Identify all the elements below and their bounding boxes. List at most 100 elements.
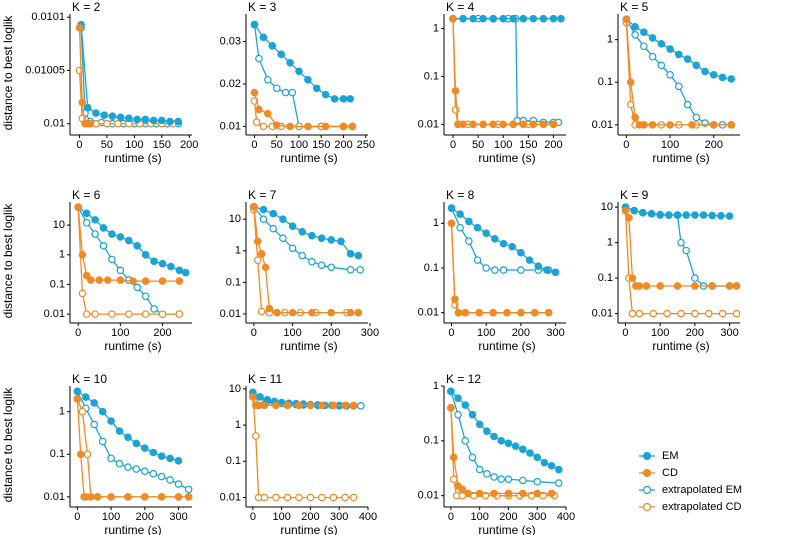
point — [250, 202, 258, 211]
point — [456, 223, 464, 232]
point — [456, 210, 464, 218]
x-tick-label: 0 — [75, 327, 81, 339]
point — [491, 266, 499, 274]
point — [250, 20, 259, 29]
point — [648, 34, 657, 42]
point — [479, 14, 487, 23]
y-tick-label: 0.1 — [424, 70, 439, 82]
x-axis-label: runtime (s) — [652, 339, 709, 353]
y-tick-label: 0.1 — [50, 448, 65, 460]
panel-title: K = 5 — [620, 0, 649, 14]
legend-label: CD — [662, 467, 678, 479]
point — [497, 475, 506, 483]
point — [539, 120, 548, 129]
point — [283, 493, 292, 502]
point — [469, 14, 477, 23]
point — [482, 229, 490, 238]
point — [656, 282, 664, 290]
x-tick-label: 100 — [494, 139, 512, 151]
point — [459, 14, 467, 23]
x-tick-label: 300 — [361, 327, 379, 339]
y-tick-label: 1 — [433, 380, 439, 392]
x-axis-label: runtime (s) — [652, 151, 709, 165]
point — [699, 211, 708, 219]
point — [341, 493, 349, 502]
x-tick-label: 300 — [720, 327, 738, 339]
point — [133, 242, 142, 250]
point — [482, 264, 490, 272]
x-tick-label: 100 — [477, 327, 495, 339]
point — [454, 394, 462, 402]
point — [264, 75, 272, 84]
x-tick-label: 250 — [357, 139, 375, 151]
point — [259, 122, 268, 131]
point — [257, 307, 266, 316]
point — [166, 476, 174, 484]
point — [461, 437, 470, 445]
point — [108, 310, 116, 318]
point — [272, 401, 280, 410]
point — [158, 277, 167, 285]
point — [489, 120, 497, 129]
point — [475, 308, 484, 317]
series-line — [450, 207, 549, 271]
point — [451, 106, 460, 114]
point — [691, 274, 699, 282]
point — [288, 308, 297, 317]
y-tick-label: 0.01 — [592, 307, 613, 319]
point — [175, 277, 184, 285]
point — [504, 489, 513, 498]
panel-title: K = 9 — [620, 188, 649, 202]
point — [666, 70, 674, 79]
panel-title: K = 4 — [446, 0, 475, 14]
point — [354, 251, 363, 260]
point — [308, 231, 316, 240]
y-tick-label: 0.1 — [424, 262, 439, 274]
point — [547, 462, 556, 470]
point — [692, 61, 701, 70]
point — [75, 24, 84, 32]
point — [354, 308, 363, 317]
series-line — [453, 17, 559, 124]
x-tick-label: 200 — [136, 511, 154, 523]
point — [157, 472, 166, 481]
x-axis-label: runtime (s) — [280, 523, 337, 535]
point — [648, 121, 657, 129]
x-tick-label: 200 — [544, 139, 562, 151]
point — [458, 485, 467, 494]
point — [447, 387, 455, 396]
point — [704, 309, 713, 318]
y-tick-label: 0.01 — [220, 491, 241, 503]
point — [732, 309, 741, 318]
y-tick-label: 10 — [601, 201, 613, 213]
point — [647, 210, 656, 218]
x-tick-label: 100 — [290, 139, 308, 151]
point — [709, 121, 718, 129]
point — [257, 250, 266, 258]
point — [78, 250, 87, 259]
series-line — [253, 206, 359, 314]
point — [447, 219, 456, 228]
point — [174, 457, 183, 465]
point — [339, 95, 348, 103]
point — [461, 308, 470, 317]
point — [682, 211, 691, 219]
y-tick-label: 0.0101 — [31, 11, 65, 23]
y-tick-label: 0.01 — [220, 120, 241, 132]
point — [78, 98, 87, 107]
point — [158, 310, 167, 318]
panel: K = 3 0.01 0.02 0.03 0 50 100 150 200 250 runtime … — [220, 0, 375, 165]
point — [479, 120, 487, 129]
y-tick-label: 0.1 — [598, 272, 613, 284]
point — [129, 277, 137, 285]
y-tick-label: 0.01 — [418, 490, 439, 502]
y-tick-label: 0.02 — [220, 78, 241, 90]
point — [701, 67, 709, 76]
legend-label: extrapolated CD — [662, 501, 742, 513]
point — [283, 401, 292, 410]
point — [649, 309, 658, 318]
point — [91, 230, 99, 238]
